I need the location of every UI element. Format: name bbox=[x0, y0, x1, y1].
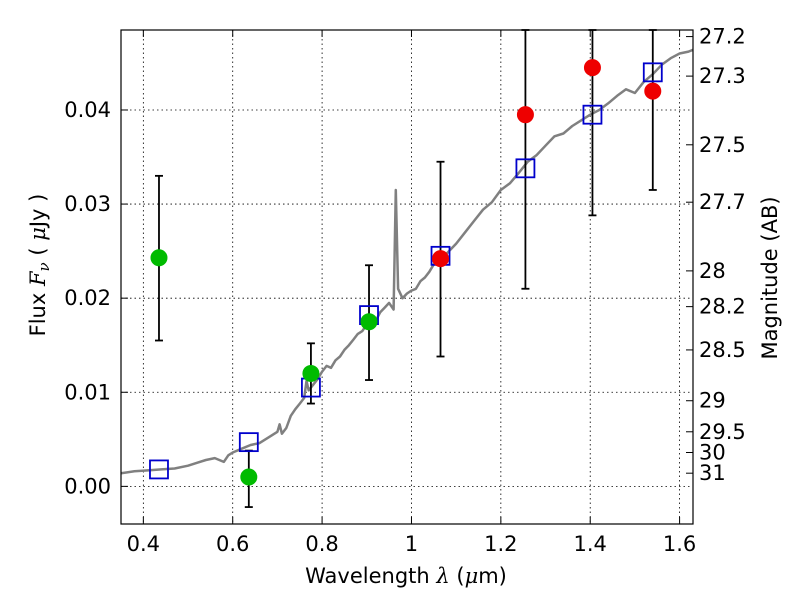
green-data-point bbox=[360, 313, 378, 331]
right-tick-label: 27.3 bbox=[699, 64, 746, 88]
x-tick-label: 0.6 bbox=[216, 532, 249, 556]
right-tick-label: 27.7 bbox=[699, 190, 746, 214]
y-tick-label: 0.01 bbox=[64, 380, 111, 404]
axis-ticks: 0.4 0.6 0.8 1 1.2 1.4 1.6 0.00 0.01 0.02 0.03 0.04 2… bbox=[64, 25, 746, 556]
y-axis-label-right: Magnitude (AB) bbox=[758, 196, 782, 359]
right-tick-label: 28 bbox=[699, 259, 726, 283]
model-photometry-square bbox=[149, 459, 169, 480]
right-tick-label: 29.5 bbox=[699, 420, 746, 444]
x-tick-label: 1.2 bbox=[484, 532, 517, 556]
model-spectrum-line bbox=[120, 48, 694, 475]
y-tick-label: 0.02 bbox=[64, 286, 111, 310]
x-tick-label: 1.6 bbox=[663, 532, 696, 556]
spectrum-layer bbox=[120, 48, 694, 475]
model-photometry-square bbox=[238, 432, 259, 453]
right-tick-label: 31 bbox=[699, 461, 726, 485]
grid-lines bbox=[121, 30, 693, 524]
red-data-point bbox=[644, 82, 662, 100]
right-tick-label: 28.5 bbox=[699, 338, 746, 362]
marker-layer bbox=[149, 59, 663, 486]
x-tick-label: 1 bbox=[405, 532, 418, 556]
right-tick-label: 30 bbox=[699, 440, 726, 464]
plot-frame bbox=[120, 29, 694, 525]
y-tick-label: 0.04 bbox=[64, 98, 111, 122]
red-data-point bbox=[516, 106, 534, 124]
right-tick-label: 29 bbox=[699, 389, 726, 413]
model-photometry-square bbox=[642, 62, 663, 83]
model-photometry-square bbox=[515, 158, 536, 179]
right-tick-label: 27.2 bbox=[699, 25, 746, 49]
green-data-point bbox=[240, 468, 258, 486]
green-data-point bbox=[302, 364, 320, 382]
x-axis-label: Wavelength λ (μm) bbox=[305, 564, 507, 588]
model-photometry-square bbox=[582, 104, 603, 125]
right-tick-label: 27.5 bbox=[699, 133, 746, 157]
x-tick-label: 0.8 bbox=[305, 532, 338, 556]
x-tick-label: 0.4 bbox=[127, 532, 160, 556]
y-tick-label: 0.00 bbox=[64, 474, 111, 498]
y-tick-label: 0.03 bbox=[64, 192, 111, 216]
green-data-point bbox=[150, 249, 168, 267]
red-data-point bbox=[432, 250, 450, 268]
x-tick-label: 1.4 bbox=[574, 532, 607, 556]
red-data-point bbox=[583, 59, 601, 77]
right-tick-label: 28.2 bbox=[699, 295, 746, 319]
